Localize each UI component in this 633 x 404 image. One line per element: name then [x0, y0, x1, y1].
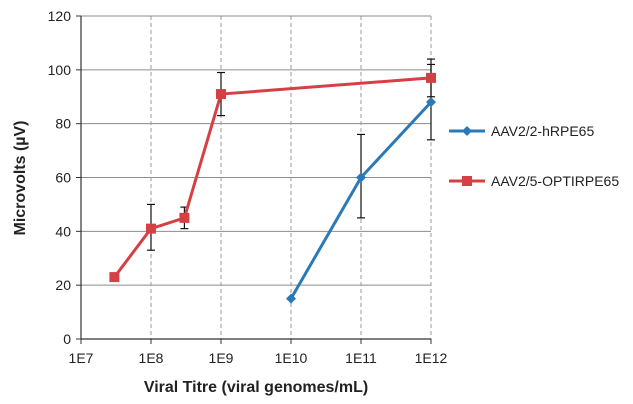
- data-point-2: [216, 89, 226, 100]
- tick-labels: 0 20 40 60 80 100 120 1E7 1E8 1E9 1E10 1E11 1E12: [48, 8, 448, 366]
- data-point-2: [426, 72, 436, 83]
- legend-label-1: AAV2/2-hRPE65: [491, 123, 594, 139]
- series-lines: [109, 72, 436, 304]
- x-axis-title: Viral Titre (viral genomes/mL): [144, 379, 368, 396]
- y-tick-label: 20: [55, 277, 71, 293]
- data-point-2: [146, 223, 156, 234]
- y-tick-label: 40: [55, 223, 71, 239]
- y-tick-label: 100: [48, 62, 72, 78]
- axes: [76, 15, 432, 344]
- grid: [81, 15, 432, 339]
- y-tick-label: 80: [55, 116, 71, 132]
- data-point-2: [109, 272, 120, 283]
- legend-marker-2: [462, 176, 472, 186]
- x-tick-label: 1E8: [139, 350, 164, 366]
- x-tick-label: 1E10: [275, 350, 308, 366]
- x-tick-label: 1E12: [415, 350, 448, 366]
- data-point-1: [356, 172, 366, 183]
- y-tick-label: 60: [55, 170, 71, 186]
- y-tick-label: 120: [48, 8, 72, 24]
- legend: AAV2/2-hRPE65 AAV2/5-OPTIRPE65: [449, 123, 619, 189]
- data-point-2: [179, 212, 190, 223]
- x-tick-label: 1E9: [209, 350, 234, 366]
- x-tick-label: 1E11: [345, 350, 377, 366]
- y-axis-title: Microvolts (µV): [12, 120, 29, 235]
- legend-label-2: AAV2/5-OPTIRPE65: [491, 173, 619, 189]
- y-tick-label: 0: [63, 331, 71, 347]
- data-point-1: [426, 97, 436, 108]
- legend-marker-1: [462, 126, 472, 136]
- data-point-1: [286, 293, 296, 304]
- x-tick-label: 1E7: [69, 350, 94, 366]
